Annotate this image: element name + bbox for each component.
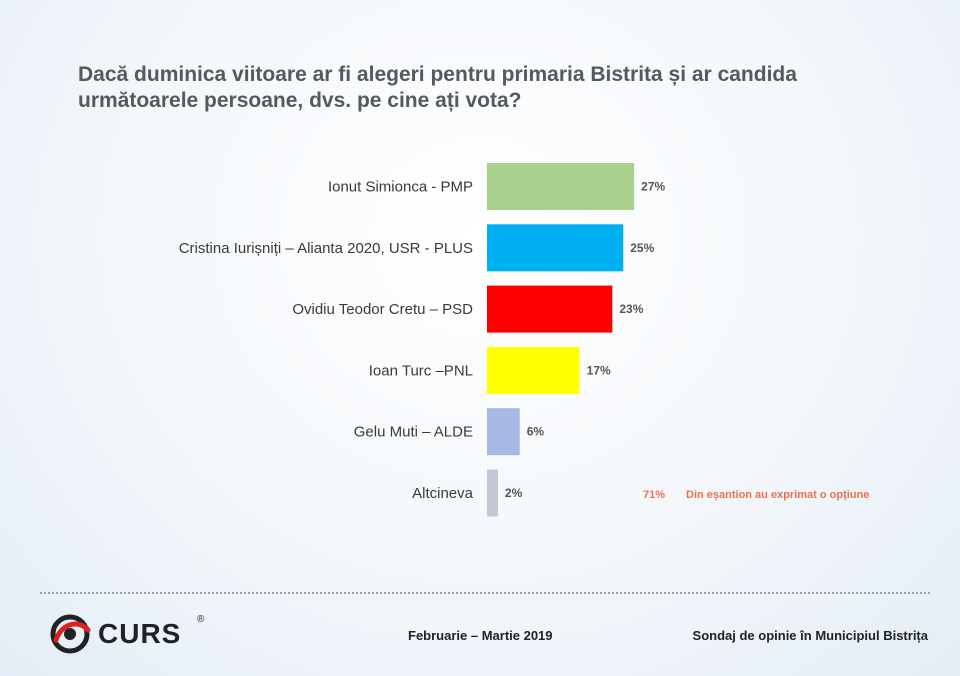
curs-logo: CURS ® — [50, 614, 210, 654]
value-label-4: 17% — [587, 363, 611, 377]
registered-mark: ® — [197, 614, 205, 625]
category-label-3: Ovidiu Teodor Cretu – PSD — [292, 301, 473, 318]
category-label-4: Ioan Turc –PNL — [369, 362, 473, 379]
curs-swirl-icon — [50, 614, 91, 654]
category-label-2: Cristina Iurișniți – Alianta 2020, USR -… — [179, 240, 473, 257]
value-label-5: 6% — [527, 425, 545, 439]
value-label-6: 2% — [505, 486, 523, 500]
value-label-3: 23% — [619, 302, 643, 316]
logo-text: CURS — [98, 618, 182, 649]
bar-3 — [487, 285, 613, 333]
response-rate-note: Din eșantion au exprimat o opțiune — [686, 489, 870, 501]
category-label-5: Gelu Muti – ALDE — [354, 424, 473, 441]
bar-4 — [487, 346, 580, 394]
chart-title: Dacă duminica viitoare ar fi alegeri pen… — [78, 63, 797, 112]
category-label-6: Altcineva — [412, 485, 474, 502]
value-label-2: 25% — [630, 241, 654, 255]
bar-1 — [487, 163, 635, 210]
category-label-1: Ionut Simionca - PMP — [328, 179, 473, 196]
footer-divider — [40, 592, 930, 594]
response-rate-value: 71% — [643, 489, 666, 501]
value-label-1: 27% — [641, 180, 665, 194]
bar-5 — [487, 408, 520, 456]
footer-survey-title: Sondaj de opinie în Municipiul Bistrița — [692, 628, 928, 643]
bar-2 — [487, 224, 624, 272]
bar-6 — [487, 469, 498, 517]
footer-date: Februarie – Martie 2019 — [408, 628, 553, 643]
